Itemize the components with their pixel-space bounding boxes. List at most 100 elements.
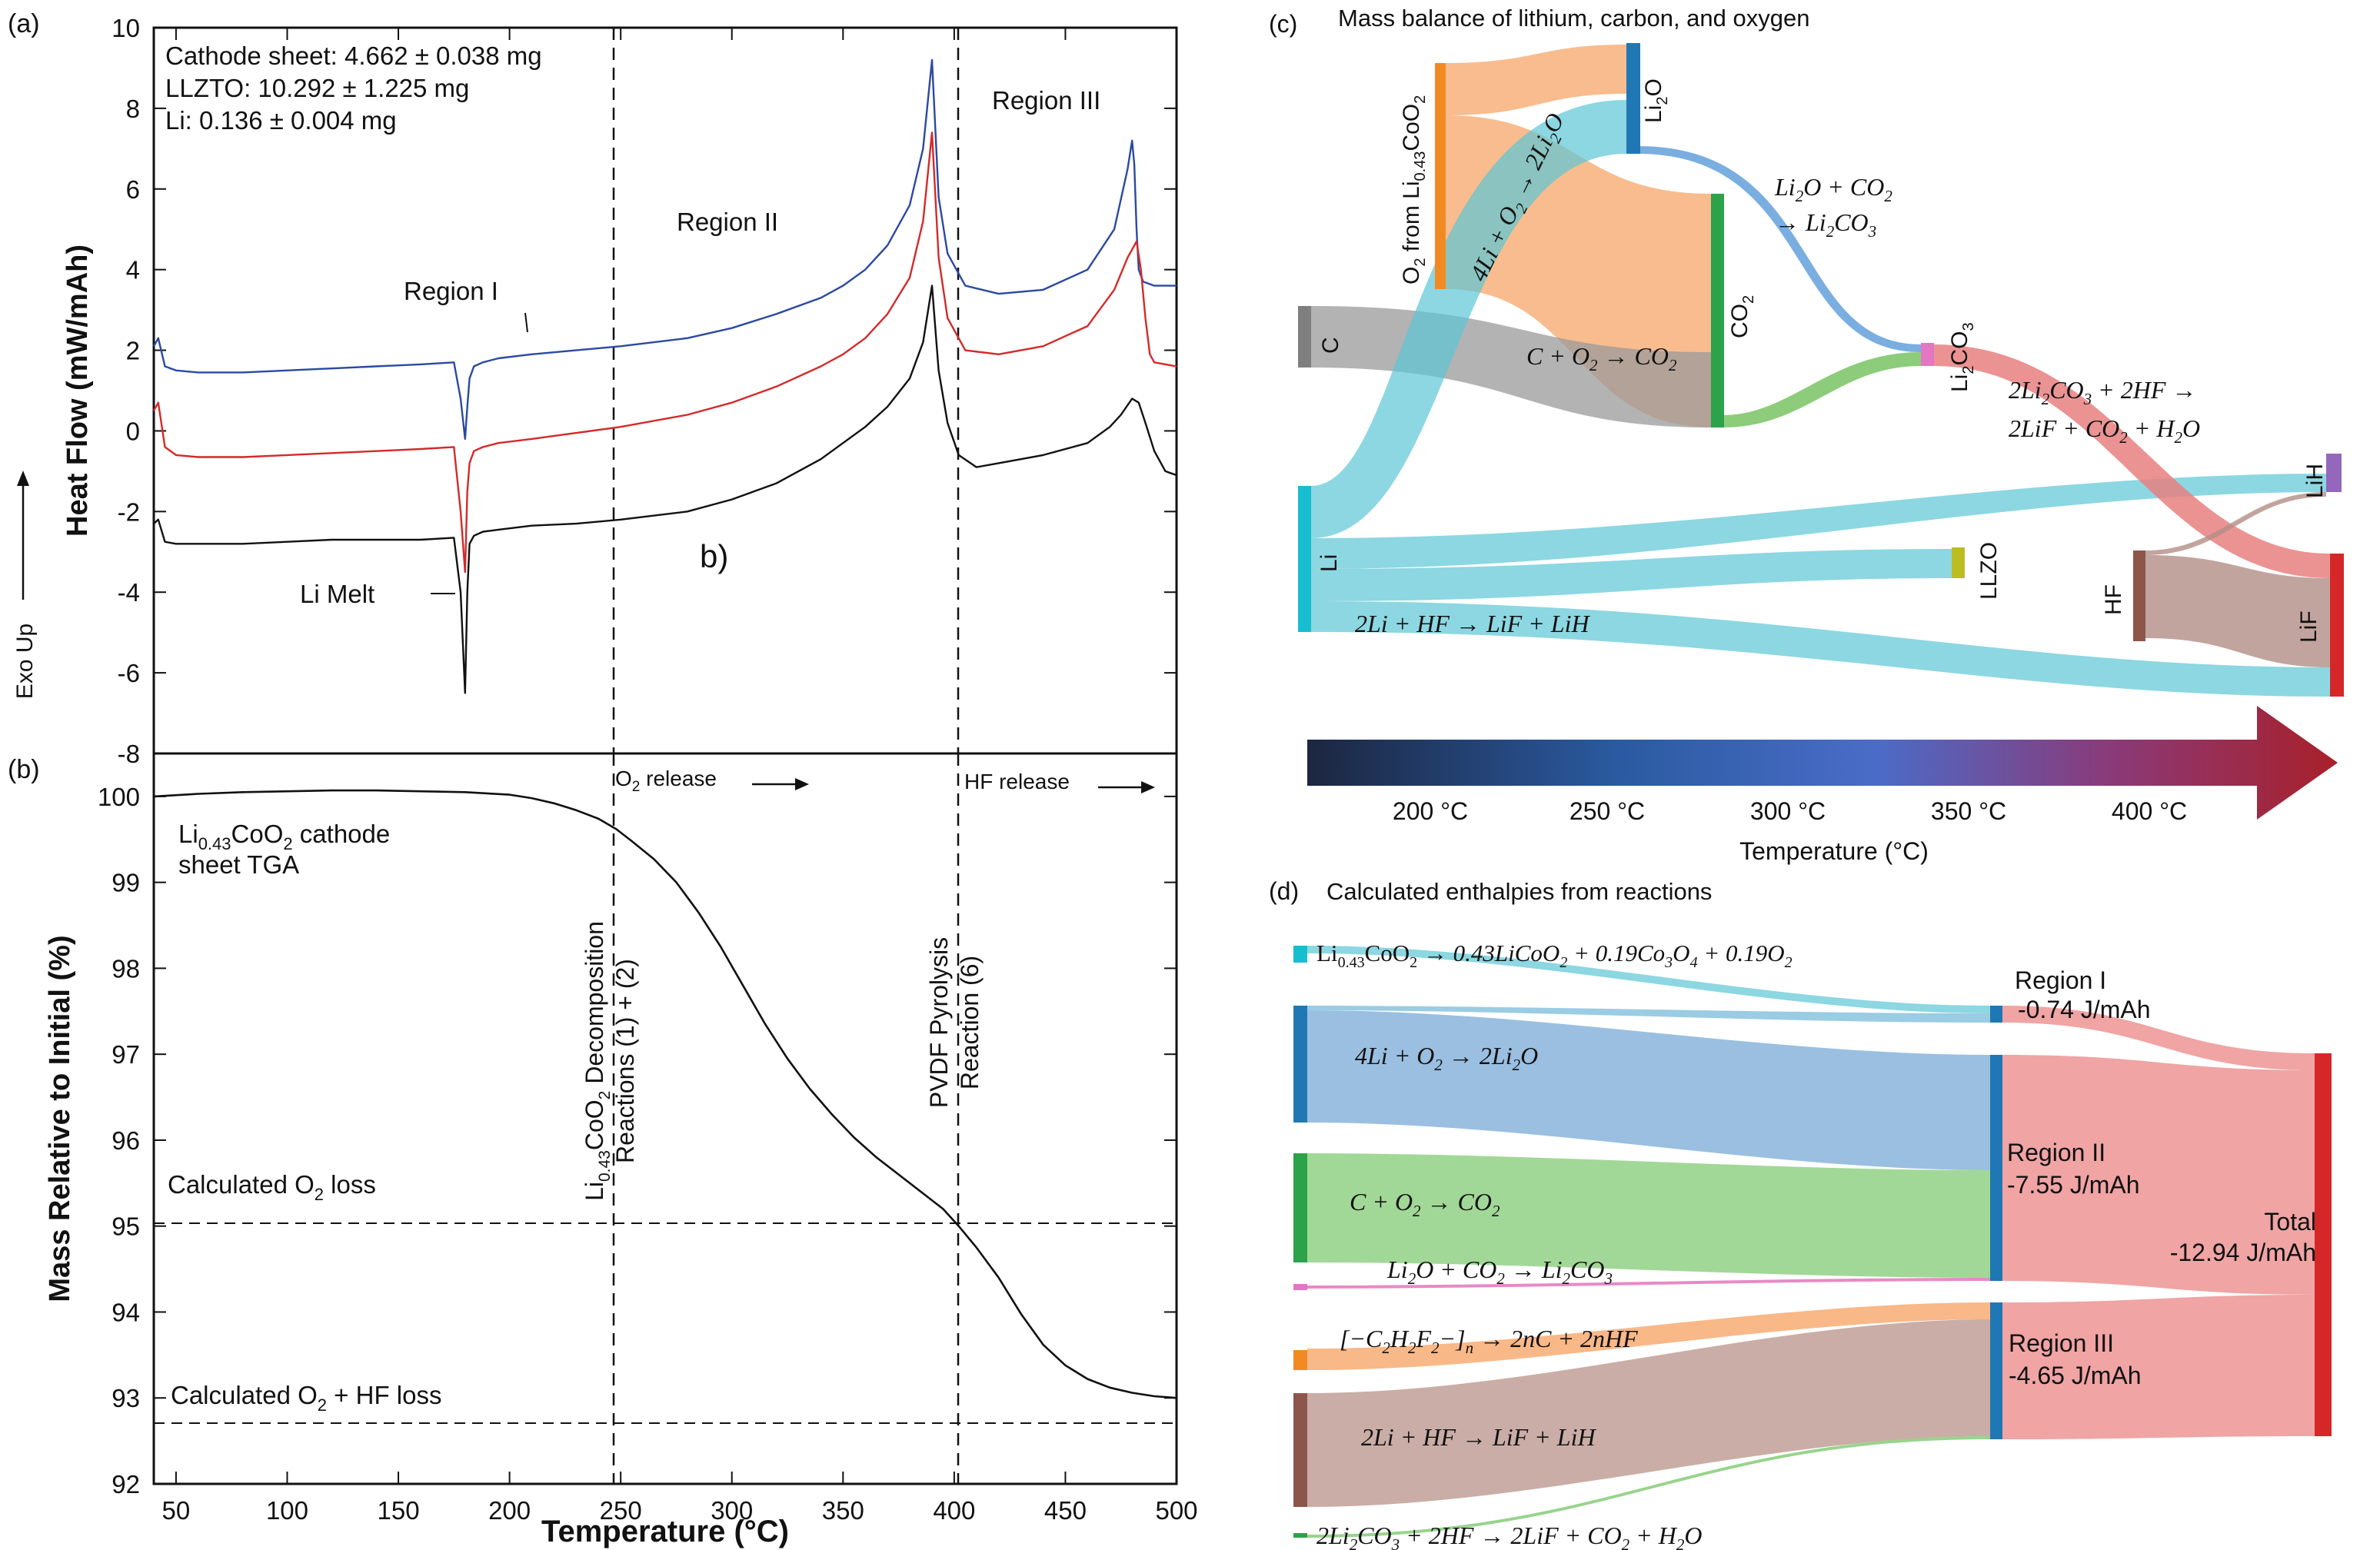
node-lih xyxy=(2326,454,2342,492)
link-li-to-lif xyxy=(1311,601,2330,697)
exo-up-arrowhead xyxy=(17,471,29,486)
node-label-co2: CO2 xyxy=(1727,295,1757,338)
link-pvdf-to-region3 xyxy=(1307,1302,1990,1370)
x-tick-label: 150 xyxy=(378,1496,420,1525)
y-tick-label-a: 10 xyxy=(112,14,140,42)
reaction-label-li-hf: 2Li + HF → LiF + LiH xyxy=(1355,610,1590,637)
panel-b: (b) 50 100 150 200 250 300 350 400 450 500 92 93 94… xyxy=(8,28,1198,1548)
vline-400-label-2: Reaction (6) xyxy=(956,956,984,1089)
link-li-hf-to-region3 xyxy=(1307,1319,1990,1507)
plot-b-frame xyxy=(152,752,1178,1485)
tga-label-line-2: sheet TGA xyxy=(178,850,299,879)
node-r-li-o2 xyxy=(1293,1006,1307,1123)
colorbar-tick-label: 200 °C xyxy=(1393,797,1468,825)
info-line-3: Li: 0.136 ± 0.004 mg xyxy=(165,106,397,135)
node-li2o xyxy=(1626,43,1640,154)
hf-release-arrowhead xyxy=(1141,781,1155,793)
y-tick-label-a: -8 xyxy=(118,740,140,768)
colorbar-ticks: 200 °C 250 °C 300 °C 350 °C 400 °C xyxy=(1393,797,2187,825)
y-tick-label-b: 99 xyxy=(112,869,140,897)
vline-250-label-1: Li0.43CoO2 Decomposition xyxy=(581,921,614,1201)
node-r-li-hf xyxy=(1293,1393,1307,1507)
x-tick-label: 400 xyxy=(933,1496,975,1525)
label-region-2: Region II xyxy=(677,208,778,236)
y-tick-label-b: 100 xyxy=(98,783,140,811)
node-r-licoo2 xyxy=(1293,946,1307,963)
node-llzo xyxy=(1952,547,1965,578)
region-1-name: Region I xyxy=(2015,966,2106,994)
node-label-lif: LiF xyxy=(2296,610,2322,643)
panel-a-label: (a) xyxy=(8,9,40,38)
node-total xyxy=(2315,1053,2332,1436)
node-region-3 xyxy=(1990,1302,2002,1439)
label-o2-hf-loss: Calculated O2 + HF loss xyxy=(171,1381,441,1415)
x-tick-label: 200 xyxy=(488,1496,531,1525)
node-region-2 xyxy=(1990,1055,2002,1281)
node-r-pvdf xyxy=(1293,1350,1307,1370)
link-li2co3-hf-to-region3 xyxy=(1307,1436,1990,1538)
link-region1-to-total xyxy=(2002,1006,2315,1070)
node-label-lih: LiH xyxy=(2302,464,2328,498)
total-value: -12.94 J/mAh xyxy=(2170,1239,2316,1266)
plot-b-x-ticks: 50 100 150 200 250 300 350 400 450 500 xyxy=(162,28,1198,1525)
label-b-inset: b) xyxy=(700,538,728,574)
o2-release-label: O2 release xyxy=(615,767,717,795)
reaction-label-hf-li2co3-a: 2Li2CO3 + 2HF → xyxy=(2009,376,2196,408)
reaction-label-c-o2: C + O2 → CO2 xyxy=(1526,342,1677,374)
colorbar-title: Temperature (°C) xyxy=(1739,837,1929,865)
link-li-o2-to-region2 xyxy=(1307,1010,1990,1170)
colorbar-tick-label: 300 °C xyxy=(1750,797,1826,825)
panel-c-label: (c) xyxy=(1269,10,1297,38)
reaction-li-hf: 2Li + HF → LiF + LiH xyxy=(1361,1423,1596,1451)
panel-c: (c) Mass balance of lithium, carbon, and… xyxy=(1269,5,2344,865)
vline-400-label-1: PVDF Pyrolysis xyxy=(925,937,953,1108)
y-tick-label-b: 94 xyxy=(112,1298,140,1326)
region-3-value: -4.65 J/mAh xyxy=(2009,1362,2142,1389)
panel-a: (a) -8 -6 -4 -2 0 2 4 6 8 10 Cathode sheet: 4.662… xyxy=(8,9,1178,768)
link-hf-to-lih xyxy=(2145,492,2326,555)
x-tick-label: 100 xyxy=(266,1496,308,1525)
tga-series xyxy=(153,789,1177,1399)
vline-250-label-2: Reactions (1) + (2) xyxy=(611,959,639,1163)
node-o2 xyxy=(1435,63,1446,289)
y-tick-label-a: 2 xyxy=(126,337,140,365)
label-region-1: Region I xyxy=(404,277,498,305)
panel-c-title: Mass balance of lithium, carbon, and oxy… xyxy=(1338,5,1809,32)
node-li xyxy=(1298,486,1311,632)
heatflow-series-3 xyxy=(153,284,1177,694)
y-tick-label-b: 92 xyxy=(112,1470,140,1498)
link-c-o2-to-region2 xyxy=(1307,1153,1990,1278)
panel-d-label: (d) xyxy=(1269,877,1299,905)
hf-release-label: HF release xyxy=(964,770,1070,793)
x-tick-label: 250 xyxy=(600,1496,642,1525)
link-region3-to-total xyxy=(2002,1295,2315,1439)
link-li-to-llzo xyxy=(1311,549,1952,601)
reaction-li-o2: 4Li + O2 → 2Li2O xyxy=(1355,1042,1538,1074)
node-region-1 xyxy=(1990,1006,2002,1023)
node-co2 xyxy=(1711,194,1724,427)
link-hf-to-lif xyxy=(2145,555,2330,667)
link-o2-to-li2o xyxy=(1446,45,1626,115)
heatflow-series-2 xyxy=(152,131,1177,574)
y-axis-title-b: Mass Relative to Initial (%) xyxy=(44,935,76,1302)
label-region-3: Region III xyxy=(992,86,1100,115)
node-r-li2co3-hf xyxy=(1293,1533,1307,1538)
node-li2co3 xyxy=(1921,343,1934,366)
node-lif xyxy=(2330,554,2344,697)
reaction-label-li2o-co2-b: → Li2CO3 xyxy=(1775,208,1876,241)
x-tick-label: 500 xyxy=(1155,1496,1197,1525)
y-tick-label-b: 96 xyxy=(112,1126,140,1155)
region-1-tick xyxy=(524,312,528,333)
link-licoo2-to-region1 xyxy=(1307,946,1990,1013)
plot-a-y-ticks: -8 -6 -4 -2 0 2 4 6 8 10 xyxy=(112,14,1177,768)
region-3-name: Region III xyxy=(2009,1329,2114,1357)
node-c xyxy=(1298,306,1311,368)
node-label-o2: O2 from Li0.43CoO2 xyxy=(1399,95,1429,284)
link-li2co3-to-lif xyxy=(1934,344,2330,578)
label-li-melt: Li Melt xyxy=(300,580,374,608)
y-tick-label-a: 0 xyxy=(126,417,140,445)
exo-up-label: Exo Up xyxy=(12,624,38,699)
link-li-o2-to-region1 xyxy=(1307,1006,1990,1023)
label-o2-loss: Calculated O2 loss xyxy=(168,1170,376,1204)
